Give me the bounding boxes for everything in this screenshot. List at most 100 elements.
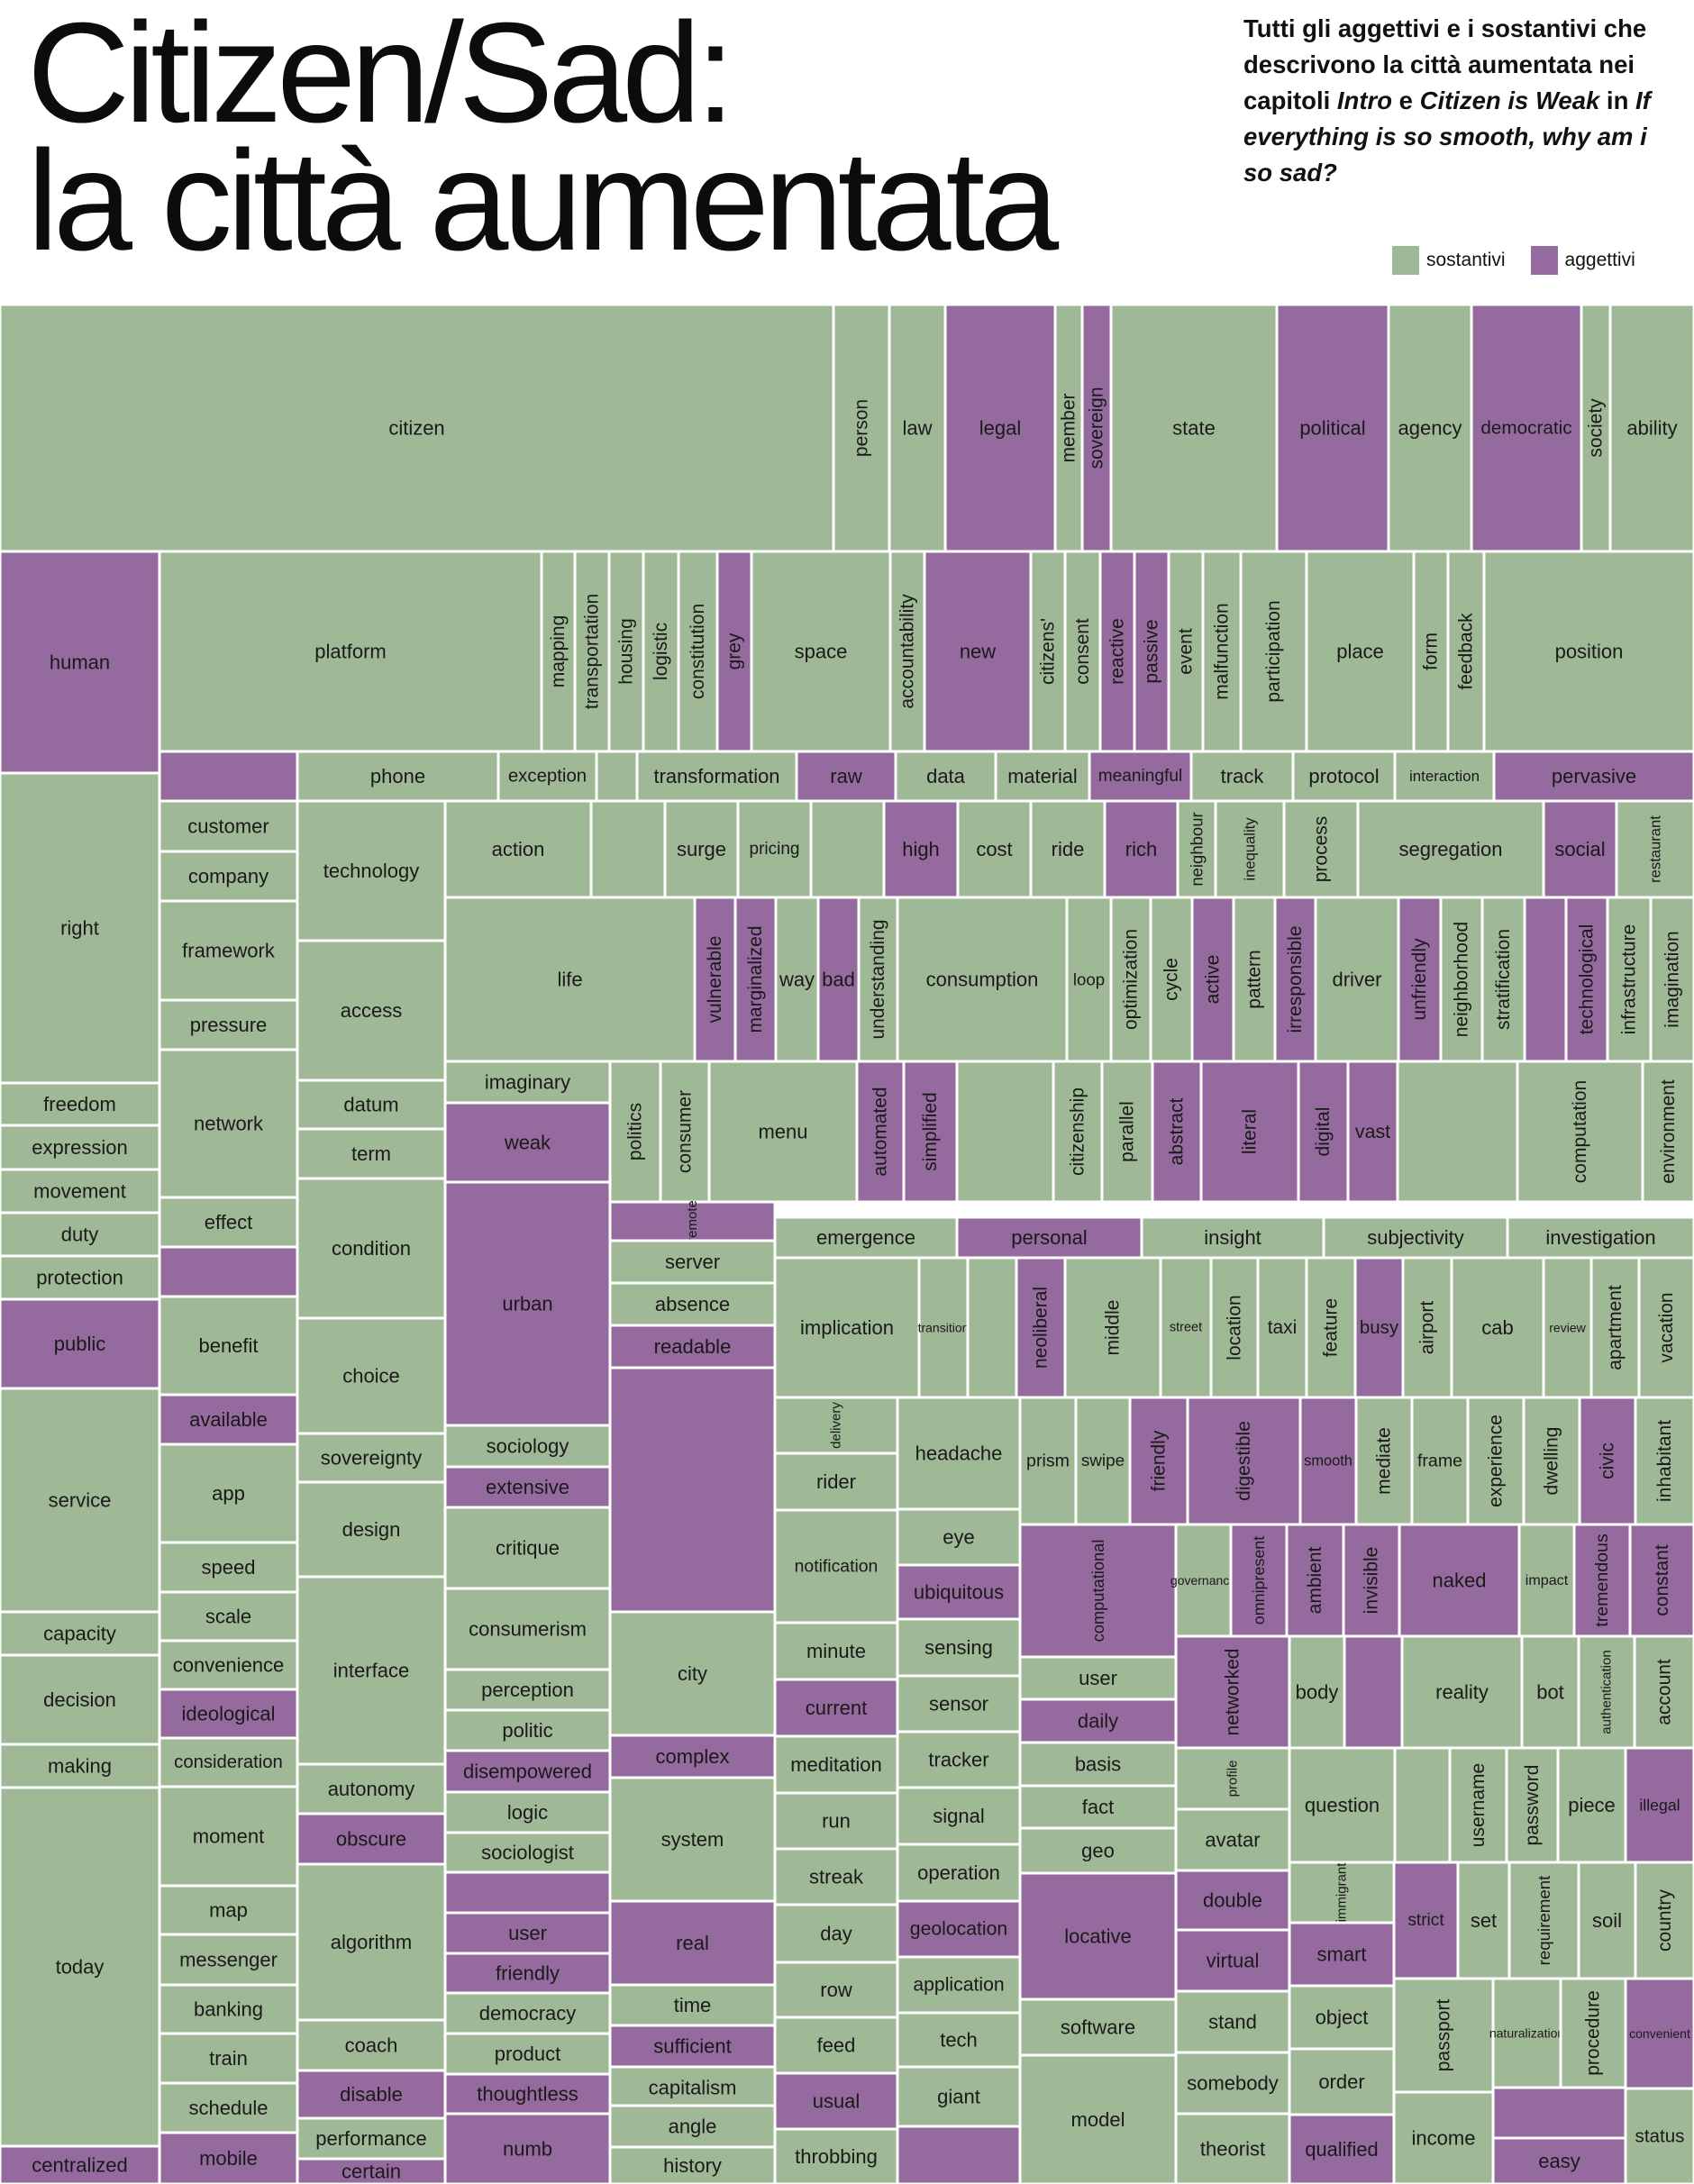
treemap-rect bbox=[1285, 1523, 1345, 1638]
treemap-rect bbox=[1015, 1256, 1067, 1399]
treemap-cell-delivery: delivery bbox=[773, 1396, 899, 1455]
treemap-label: constitution bbox=[688, 604, 708, 699]
legend-label-adj: aggettivi bbox=[1564, 250, 1635, 270]
treemap-rect bbox=[1149, 896, 1194, 1063]
treemap-cell-tremendous: tremendous bbox=[1572, 1523, 1632, 1638]
treemap-cell-driver: driver bbox=[1314, 896, 1400, 1063]
subtitle-run: e bbox=[1392, 86, 1420, 114]
treemap-label: operation bbox=[917, 1861, 1000, 1884]
treemap-cell-country: country bbox=[1634, 1861, 1694, 1980]
treemap-cell-digital: digital bbox=[1297, 1060, 1350, 1204]
treemap-cell-sensing: sensing bbox=[896, 1617, 1022, 1678]
treemap-cell-perception: perception bbox=[443, 1668, 612, 1712]
treemap-rect bbox=[443, 1749, 612, 1794]
treemap-cell-consumer: consumer bbox=[659, 1060, 711, 1204]
treemap-rect bbox=[1353, 1256, 1405, 1399]
treemap-label: disempowered bbox=[463, 1761, 592, 1783]
treemap-label: irresponsible bbox=[1285, 925, 1306, 1033]
treemap-label: set bbox=[1471, 1909, 1497, 1932]
treemap-label: computation bbox=[1570, 1080, 1590, 1183]
treemap-rect bbox=[677, 550, 719, 753]
treemap-cell-right: right bbox=[0, 771, 161, 1085]
treemap-cell-ability: ability bbox=[1608, 305, 1694, 553]
treemap-cell-housing: housing bbox=[607, 550, 645, 753]
treemap-cell-moment: moment bbox=[158, 1785, 299, 1888]
treemap-label: theorist bbox=[1200, 2138, 1265, 2161]
treemap-label: technology bbox=[323, 860, 419, 882]
treemap-rect bbox=[1174, 2051, 1291, 2116]
treemap-cell-society: society bbox=[1580, 305, 1612, 553]
treemap-label: profile bbox=[1225, 1761, 1241, 1797]
treemap-label: daily bbox=[1078, 1710, 1118, 1733]
treemap-cell-time: time bbox=[608, 1983, 777, 2027]
treemap-cell-friendly: friendly bbox=[443, 1952, 612, 1995]
treemap-rect bbox=[1343, 1634, 1404, 1750]
treemap-cell-technological: technological bbox=[1564, 896, 1609, 1063]
treemap-label: sovereignty bbox=[321, 1447, 423, 1470]
treemap-label: effect bbox=[205, 1211, 252, 1233]
treemap-label: row bbox=[820, 1979, 852, 2001]
treemap-cell-company: company bbox=[158, 850, 299, 903]
treemap-label: stratification bbox=[1493, 929, 1514, 1030]
treemap-rect bbox=[1199, 1060, 1300, 1204]
treemap-cell-life: life bbox=[443, 896, 697, 1063]
treemap-cell-datum: datum bbox=[296, 1078, 447, 1131]
treemap-label: mediate bbox=[1374, 1427, 1395, 1495]
treemap-cell-ambient: ambient bbox=[1285, 1523, 1345, 1638]
treemap-cell-blank bbox=[966, 1256, 1018, 1399]
treemap-label: sufficient bbox=[653, 2035, 731, 2058]
legend-item-adj: aggettivi bbox=[1530, 246, 1635, 275]
treemap-cell-avatar: avatar bbox=[1174, 1807, 1291, 1872]
treemap-label: network bbox=[194, 1113, 264, 1135]
treemap-cell-requirement: requirement bbox=[1507, 1861, 1580, 1980]
treemap-cell-high: high bbox=[882, 799, 960, 899]
treemap-label: democratic bbox=[1480, 418, 1571, 439]
treemap-rect bbox=[1100, 1060, 1154, 1204]
treemap-label: automated bbox=[870, 1087, 891, 1176]
treemap-rect bbox=[943, 305, 1057, 553]
treemap-label: smart bbox=[1317, 1943, 1367, 1966]
treemap-rect bbox=[1088, 750, 1193, 803]
treemap-rect bbox=[1356, 799, 1545, 899]
treemap-cell-body: body bbox=[1288, 1634, 1346, 1750]
treemap-cell-condition: condition bbox=[296, 1177, 447, 1320]
treemap-rect bbox=[158, 1245, 299, 1298]
treemap-label: design bbox=[342, 1518, 401, 1541]
treemap-cell-busy: busy bbox=[1353, 1256, 1405, 1399]
treemap-rect bbox=[1522, 1396, 1581, 1526]
treemap-label: reactive bbox=[1107, 618, 1128, 685]
treemap-cell-coach: coach bbox=[296, 2018, 447, 2072]
treemap-label: choice bbox=[342, 1365, 400, 1388]
treemap-cell-smooth: smooth bbox=[1298, 1396, 1358, 1526]
treemap-label: democracy bbox=[479, 2002, 577, 2025]
treemap-label: taxi bbox=[1268, 1317, 1298, 1338]
treemap-rect bbox=[1018, 1784, 1178, 1830]
treemap-cell-inequality: inequality bbox=[1214, 799, 1286, 899]
treemap-cell-experience: experience bbox=[1466, 1396, 1526, 1526]
treemap-cell-accountability: accountability bbox=[888, 550, 926, 753]
treemap-label: protection bbox=[36, 1267, 123, 1289]
treemap-label: inhabitant bbox=[1654, 1420, 1675, 1502]
treemap-cell-theorist: theorist bbox=[1174, 2112, 1291, 2184]
treemap-rect bbox=[882, 799, 960, 899]
treemap-rect bbox=[896, 1955, 1022, 2015]
treemap-cell-inhabitant: inhabitant bbox=[1634, 1396, 1694, 1526]
treemap-label: pattern bbox=[1244, 950, 1265, 1008]
treemap-cell-emergence: emergence bbox=[773, 1215, 959, 1260]
treemap-cell-surge: surge bbox=[663, 799, 740, 899]
treemap-cell-apartment: apartment bbox=[1589, 1256, 1641, 1399]
treemap-cell-notification: notification bbox=[773, 1508, 899, 1624]
treemap-rect bbox=[773, 1256, 921, 1399]
treemap-label: consumerism bbox=[469, 1618, 587, 1641]
treemap-cell-member: member bbox=[1053, 305, 1084, 553]
treemap-cell-username: username bbox=[1448, 1746, 1508, 1864]
treemap-rect bbox=[896, 2011, 1022, 2069]
treemap-cell-app: app bbox=[158, 1442, 299, 1544]
treemap-rect bbox=[443, 1991, 612, 2035]
treemap-label: review bbox=[1549, 1321, 1586, 1335]
treemap-cell-user: user bbox=[443, 1911, 612, 1955]
treemap-rect bbox=[608, 1899, 777, 1987]
treemap-cell-infrastructure: infrastructure bbox=[1606, 896, 1653, 1063]
treemap-label: unfriendly bbox=[1409, 938, 1430, 1021]
treemap-rect bbox=[158, 799, 299, 853]
